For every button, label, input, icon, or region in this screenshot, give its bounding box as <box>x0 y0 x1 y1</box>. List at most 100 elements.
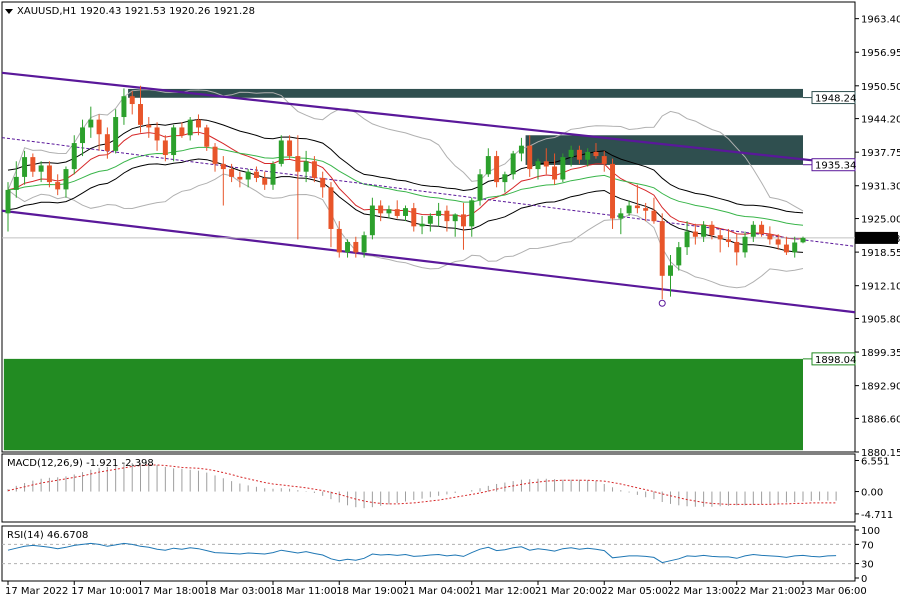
candle[interactable] <box>195 114 201 136</box>
candle[interactable] <box>568 145 574 167</box>
candle[interactable] <box>295 135 301 240</box>
candle[interactable] <box>394 200 400 219</box>
candle[interactable] <box>30 153 36 177</box>
candle[interactable] <box>601 150 607 172</box>
candle[interactable] <box>353 236 359 258</box>
candle[interactable] <box>5 182 11 232</box>
candle[interactable] <box>742 231 748 258</box>
candle[interactable] <box>345 239 351 258</box>
candle[interactable] <box>361 231 367 258</box>
main-price-pane[interactable] <box>1 1 856 453</box>
candle[interactable] <box>593 143 599 159</box>
candle[interactable] <box>634 184 640 214</box>
candle[interactable] <box>320 171 326 198</box>
candle[interactable] <box>775 234 781 250</box>
candle[interactable] <box>245 169 251 188</box>
candle[interactable] <box>444 205 450 232</box>
candle[interactable] <box>303 150 309 183</box>
candle[interactable] <box>576 145 582 164</box>
candle[interactable] <box>46 161 52 188</box>
candle[interactable] <box>668 254 673 297</box>
candle[interactable] <box>229 163 235 183</box>
candle[interactable] <box>419 215 425 235</box>
candle[interactable] <box>477 169 483 206</box>
candle[interactable] <box>692 223 698 245</box>
candle[interactable] <box>287 135 293 159</box>
candle[interactable] <box>328 182 334 248</box>
candle[interactable] <box>502 171 508 193</box>
candle[interactable] <box>386 205 392 219</box>
candle[interactable] <box>336 221 342 258</box>
candle[interactable] <box>510 150 516 180</box>
candle[interactable] <box>709 221 715 240</box>
candle[interactable] <box>725 228 731 248</box>
candle[interactable] <box>750 221 756 242</box>
candle[interactable] <box>104 127 110 159</box>
candle[interactable] <box>63 166 69 198</box>
candle[interactable] <box>717 228 723 253</box>
candle[interactable] <box>552 153 558 185</box>
candle[interactable] <box>469 197 475 237</box>
candle[interactable] <box>311 156 317 183</box>
candle[interactable] <box>270 161 276 190</box>
candle[interactable] <box>494 150 500 188</box>
candle[interactable] <box>262 171 268 190</box>
candle[interactable] <box>651 197 657 224</box>
candle[interactable] <box>659 213 665 300</box>
candle[interactable] <box>278 135 284 167</box>
candle[interactable] <box>220 156 226 206</box>
candle[interactable] <box>162 135 168 162</box>
candle[interactable] <box>560 153 566 183</box>
candle[interactable] <box>535 158 541 180</box>
candle[interactable] <box>485 148 491 177</box>
candle[interactable] <box>38 161 44 183</box>
candle[interactable] <box>610 158 616 229</box>
candle[interactable] <box>187 117 193 141</box>
candle[interactable] <box>22 150 28 185</box>
candle[interactable] <box>237 171 243 188</box>
candle[interactable] <box>518 137 524 162</box>
candle[interactable] <box>626 200 632 216</box>
candle[interactable] <box>643 202 649 222</box>
candle[interactable] <box>96 114 102 151</box>
candle[interactable] <box>378 200 384 222</box>
candle[interactable] <box>618 208 624 235</box>
macd-pane[interactable] <box>1 453 856 523</box>
candle[interactable] <box>676 241 682 271</box>
candle[interactable] <box>204 124 210 151</box>
candle[interactable] <box>13 161 19 198</box>
candle[interactable] <box>684 221 690 255</box>
candle[interactable] <box>783 236 789 255</box>
candle[interactable] <box>527 135 533 177</box>
candle[interactable] <box>138 85 143 133</box>
candle[interactable] <box>369 197 375 240</box>
candle[interactable] <box>88 106 94 138</box>
candle[interactable] <box>71 135 77 175</box>
candle[interactable] <box>411 202 417 232</box>
candle[interactable] <box>171 124 177 162</box>
candle[interactable] <box>792 236 798 258</box>
candle[interactable] <box>212 143 218 172</box>
candle[interactable] <box>452 213 458 237</box>
candle[interactable] <box>80 119 86 157</box>
candle[interactable] <box>427 213 433 232</box>
candle[interactable] <box>759 221 765 237</box>
candle[interactable] <box>436 202 442 227</box>
candle[interactable] <box>734 234 740 266</box>
candle[interactable] <box>154 122 160 151</box>
candle[interactable] <box>55 174 61 196</box>
candle[interactable] <box>113 109 119 154</box>
rsi-pane[interactable] <box>1 525 856 582</box>
candle[interactable] <box>543 148 549 175</box>
candle[interactable] <box>701 221 707 242</box>
candle[interactable] <box>585 148 591 167</box>
candle[interactable] <box>767 226 773 245</box>
candle[interactable] <box>179 122 185 138</box>
dropdown-triangle-icon[interactable] <box>5 9 13 14</box>
candle[interactable] <box>146 117 152 138</box>
candle[interactable] <box>800 236 806 244</box>
candle[interactable] <box>121 88 127 125</box>
candle[interactable] <box>129 91 135 115</box>
candle[interactable] <box>403 205 408 222</box>
